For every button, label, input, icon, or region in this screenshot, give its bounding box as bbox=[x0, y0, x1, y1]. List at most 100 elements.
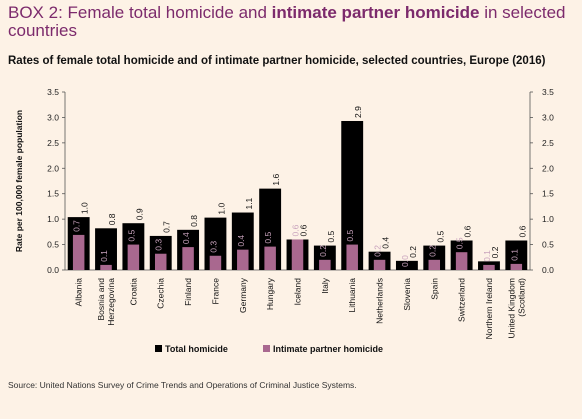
y-tick-label-left: 0.0 bbox=[47, 265, 59, 275]
bar-intimate-partner-homicide bbox=[127, 244, 140, 270]
bar-intimate-partner-homicide bbox=[483, 264, 495, 270]
y-tick-label-left: 2.5 bbox=[47, 138, 59, 148]
data-label-intimate-partner: 0.5 bbox=[455, 237, 465, 249]
data-label-total: 0.6 bbox=[299, 224, 309, 236]
bar-intimate-partner-homicide bbox=[346, 244, 358, 270]
category-label: Bosnia and bbox=[96, 278, 106, 321]
bar-intimate-partner-homicide bbox=[264, 246, 276, 270]
legend-label-intimate-partner: Intimate partner homicide bbox=[273, 344, 383, 354]
bar-intimate-partner-homicide bbox=[291, 239, 304, 270]
box-label: BOX 2: bbox=[8, 3, 63, 22]
y-tick-label-right: 0.5 bbox=[542, 240, 554, 250]
bar-intimate-partner-homicide bbox=[182, 247, 194, 270]
bar-total-homicide bbox=[341, 120, 364, 270]
title-part1: Female total homicide and bbox=[67, 3, 272, 22]
y-tick-label-right: 2.5 bbox=[542, 138, 554, 148]
data-label-intimate-partner: 0.1 bbox=[509, 249, 519, 261]
data-label-intimate-partner: 0.1 bbox=[482, 250, 492, 262]
data-label-total: 0.8 bbox=[107, 213, 117, 225]
data-label-intimate-partner: 0.6 bbox=[291, 224, 301, 236]
category-label: Albania bbox=[74, 278, 84, 307]
category-label: United Kingdom bbox=[506, 278, 516, 338]
data-label-total: 1.0 bbox=[216, 203, 226, 215]
bar-intimate-partner-homicide bbox=[455, 252, 468, 270]
legend-swatch-intimate-partner bbox=[263, 345, 270, 352]
data-label-intimate-partner: 0.5 bbox=[345, 229, 355, 241]
category-label: Finland bbox=[183, 278, 193, 306]
box-title: BOX 2: Female total homicide and intimat… bbox=[8, 4, 578, 40]
y-tick-label-left: 1.0 bbox=[47, 214, 59, 224]
data-label-intimate-partner: 0.0 bbox=[400, 255, 410, 267]
title-part2: in selected countries bbox=[8, 3, 566, 40]
source-note: Source: United Nations Survey of Crime T… bbox=[8, 380, 357, 390]
bar-intimate-partner-homicide bbox=[319, 259, 331, 270]
category-label: Spain bbox=[429, 278, 439, 300]
category-label: Lithuania bbox=[347, 278, 357, 313]
data-label-total: 1.6 bbox=[271, 174, 281, 186]
data-label-intimate-partner: 0.4 bbox=[236, 235, 246, 247]
data-label-intimate-partner: 0.2 bbox=[373, 245, 383, 257]
bar-intimate-partner-homicide bbox=[100, 264, 112, 270]
chart-title: Rates of female total homicide and of in… bbox=[8, 55, 546, 67]
data-label-total: 0.4 bbox=[381, 237, 391, 249]
category-label: Netherlands bbox=[375, 278, 385, 324]
category-label: Germany bbox=[238, 277, 248, 313]
data-label-total: 0.5 bbox=[326, 230, 336, 242]
bar-intimate-partner-homicide bbox=[428, 259, 441, 270]
data-label-total: 0.2 bbox=[490, 246, 500, 258]
data-label-total: 0.8 bbox=[189, 215, 199, 227]
data-label-intimate-partner: 0.1 bbox=[99, 250, 109, 262]
y-axis-title: Rate per 100,000 female population bbox=[14, 110, 24, 252]
data-label-total: 0.6 bbox=[463, 225, 473, 237]
data-label-intimate-partner: 0.2 bbox=[427, 245, 437, 257]
data-label-intimate-partner: 0.3 bbox=[154, 239, 164, 251]
data-label-total: 0.9 bbox=[134, 208, 144, 220]
category-label: Croatia bbox=[128, 278, 138, 306]
bar-intimate-partner-homicide bbox=[237, 249, 249, 270]
y-tick-label-left: 1.5 bbox=[47, 189, 59, 199]
data-label-total: 1.1 bbox=[244, 197, 254, 209]
legend-label-total: Total homicide bbox=[165, 344, 228, 354]
y-tick-label-right: 0.0 bbox=[542, 265, 554, 275]
category-label: Czechia bbox=[156, 278, 166, 309]
category-label: Switzerland bbox=[457, 278, 467, 322]
category-label: (Scotland) bbox=[516, 278, 526, 317]
data-label-intimate-partner: 0.7 bbox=[72, 220, 82, 232]
category-label: Italy bbox=[320, 277, 330, 293]
data-label-total: 0.2 bbox=[408, 246, 418, 258]
bar-intimate-partner-homicide bbox=[154, 253, 167, 270]
bar-total-homicide bbox=[395, 260, 418, 270]
data-label-total: 1.0 bbox=[80, 202, 90, 214]
bar-intimate-partner-homicide bbox=[510, 263, 523, 270]
data-label-intimate-partner: 0.2 bbox=[318, 245, 328, 257]
bar-total-homicide bbox=[95, 228, 117, 270]
data-label-intimate-partner: 0.5 bbox=[263, 232, 273, 244]
bar-total-homicide bbox=[505, 240, 528, 270]
y-tick-label-right: 1.5 bbox=[542, 189, 554, 199]
title-highlight: intimate partner homicide bbox=[271, 3, 480, 22]
legend-swatch-total bbox=[155, 345, 162, 352]
y-tick-label-right: 3.0 bbox=[542, 112, 554, 122]
bar-intimate-partner-homicide bbox=[373, 259, 386, 270]
y-tick-label-left: 3.0 bbox=[47, 112, 59, 122]
data-label-intimate-partner: 0.4 bbox=[181, 232, 191, 244]
data-label-total: 2.9 bbox=[353, 106, 363, 118]
y-tick-label-right: 1.0 bbox=[542, 214, 554, 224]
y-tick-label-right: 2.0 bbox=[542, 163, 554, 173]
data-label-intimate-partner: 0.5 bbox=[126, 229, 136, 241]
data-label-total: 0.7 bbox=[162, 221, 172, 233]
y-tick-label-left: 0.5 bbox=[47, 240, 59, 250]
bar-intimate-partner-homicide bbox=[72, 234, 85, 270]
data-label-intimate-partner: 0.3 bbox=[208, 241, 218, 253]
data-label-total: 0.5 bbox=[435, 230, 445, 242]
y-tick-label-left: 2.0 bbox=[47, 163, 59, 173]
category-label: Hungary bbox=[265, 277, 275, 310]
bar-intimate-partner-homicide bbox=[209, 255, 222, 270]
category-label: France bbox=[210, 278, 220, 305]
y-tick-label-right: 3.5 bbox=[542, 87, 554, 97]
data-label-total: 0.6 bbox=[517, 225, 527, 237]
category-label: Northern Ireland bbox=[484, 278, 494, 340]
category-label: Herzegovina bbox=[106, 278, 116, 326]
category-label: Iceland bbox=[293, 278, 303, 306]
